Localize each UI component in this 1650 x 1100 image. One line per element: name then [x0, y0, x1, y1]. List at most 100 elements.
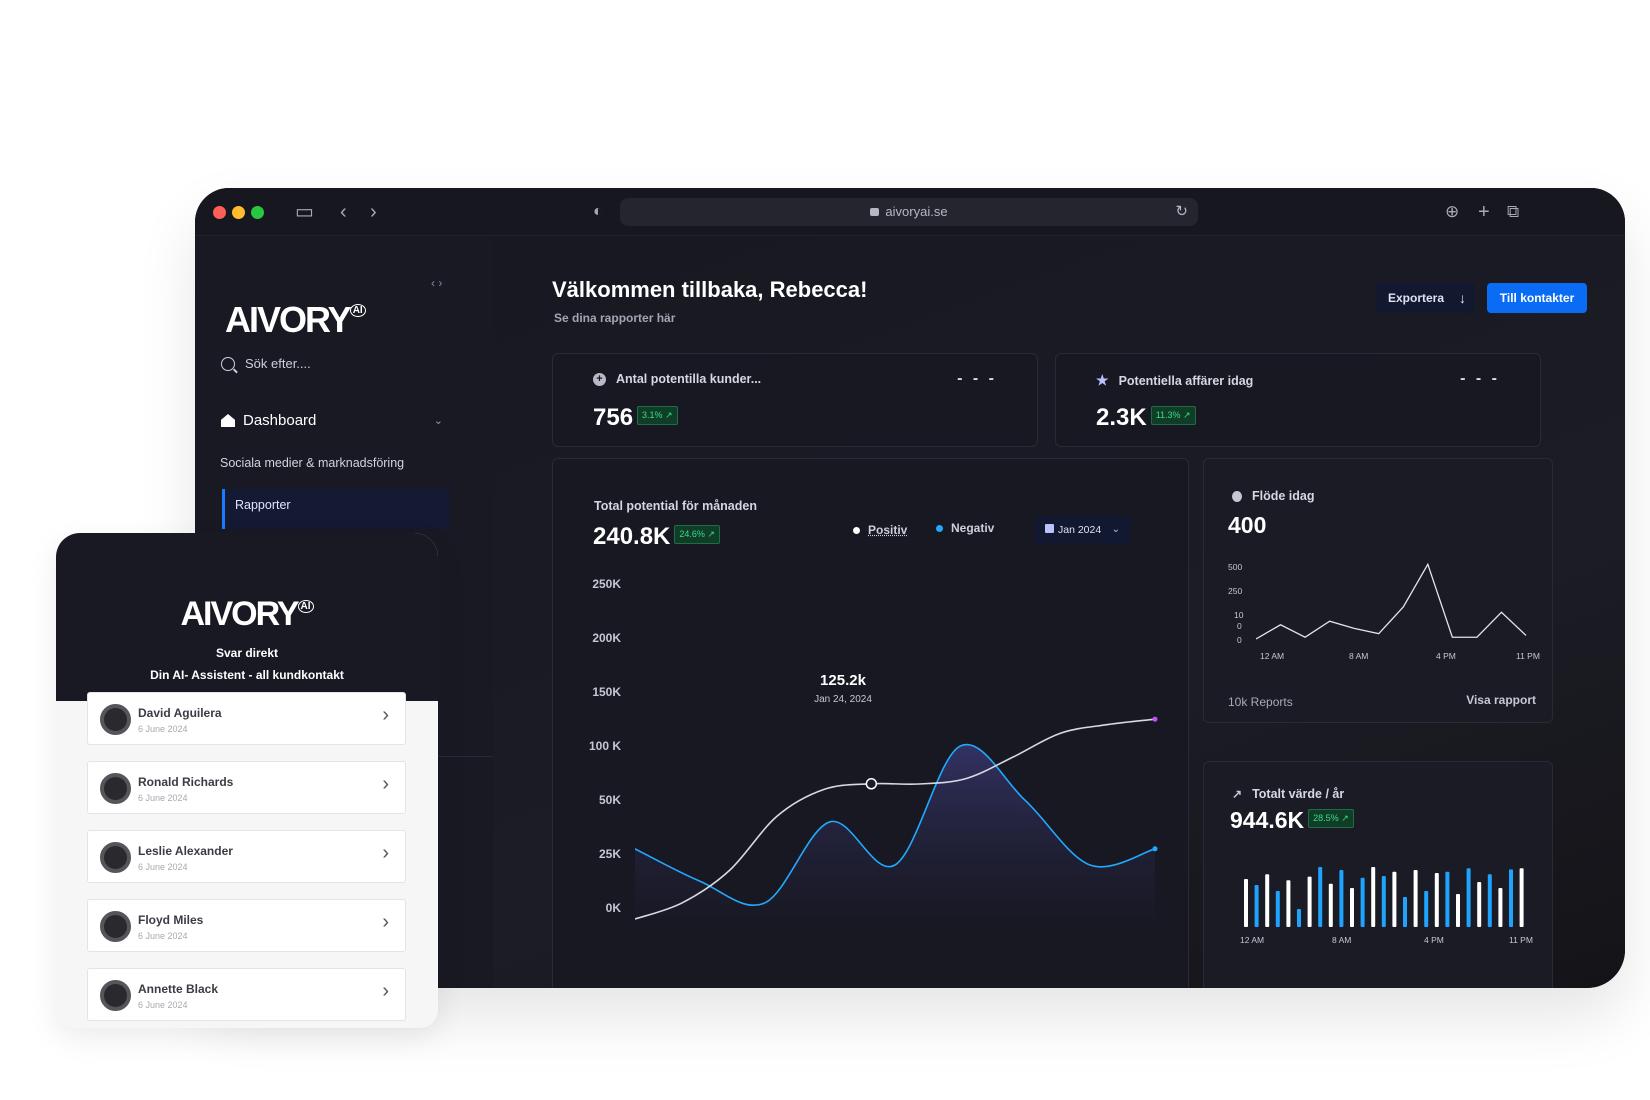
legend-positive[interactable]: Positiv [852, 523, 908, 537]
kpi-label-text: Potentiella affärer idag [1118, 373, 1254, 388]
contacts-button[interactable]: Till kontakter [1487, 283, 1587, 313]
kpi-card-deals: ★ Potentiella affärer idag 2.3K 11.3% ↗ - … [1055, 353, 1541, 447]
reload-icon[interactable]: ↻ [1175, 203, 1188, 220]
chevron-right-icon[interactable]: › [382, 842, 389, 864]
page-title: Välkommen tillbaka, Rebecca! [552, 277, 868, 302]
chevron-right-icon[interactable]: › [382, 911, 389, 933]
phone-description: Din AI- Assistent - all kundkontakt [150, 668, 344, 682]
list-item[interactable]: Ronald Richards 6 June 2024 › [87, 761, 406, 814]
reports-count: 10k Reports [1228, 695, 1293, 709]
phone-brand-logo: AIVORY AI [56, 595, 438, 634]
tabs-overview-icon[interactable]: ⧉ [1507, 202, 1520, 221]
avatar [100, 773, 131, 804]
y-tick-label: 500 [1228, 562, 1243, 572]
x-tick-label: 4 PM [1436, 651, 1456, 661]
back-icon[interactable]: ‹ [340, 201, 347, 223]
lock-icon [870, 208, 880, 216]
total-bar-chart [1244, 867, 1524, 927]
x-tick-label: 8 AM [1332, 935, 1352, 945]
phone-tagline: Svar direkt [215, 646, 279, 660]
more-options-icon[interactable]: - - - [1460, 370, 1500, 387]
forward-icon[interactable]: › [370, 201, 377, 223]
tooltip-value: 125.2k [820, 672, 866, 689]
contact-name: David Aguilera [138, 706, 222, 720]
y-tick-label: 0K [605, 901, 621, 915]
list-item[interactable]: Leslie Alexander 6 June 2024 › [87, 830, 406, 883]
sidebar-toggle-icon[interactable]: ▭ [295, 201, 314, 223]
close-window-icon[interactable] [213, 206, 226, 219]
legend-negative[interactable]: Negativ [935, 521, 995, 535]
kpi-value: 756 3.1% ↗ [593, 404, 678, 432]
card-value: 400 [1228, 512, 1267, 538]
calendar-icon [1045, 524, 1054, 533]
chevron-down-icon[interactable]: ⌄ [433, 415, 443, 427]
y-tick-label: 200K [592, 631, 621, 645]
home-icon [221, 414, 235, 427]
contact-date: 6 June 2024 [138, 862, 188, 872]
phone-header: AIVORY AI Svar direkt Din AI- Assistent -… [56, 533, 438, 701]
view-report-link[interactable]: Visa rapport [1466, 693, 1536, 707]
chart-tooltip: 125.2k Jan 24, 2024 [798, 672, 888, 717]
minimize-window-icon[interactable] [232, 206, 245, 219]
card-title-text: Flöde idag [1252, 489, 1315, 503]
shield-icon[interactable]: ◐ [593, 203, 603, 220]
chevron-right-icon[interactable]: › [382, 980, 389, 1002]
sidebar-search[interactable]: Sök efter.... [221, 356, 311, 371]
stopwatch-icon [1232, 490, 1242, 502]
download-icon[interactable]: ⊕ [1445, 202, 1460, 221]
more-options-icon[interactable]: - - - [957, 370, 997, 387]
list-item[interactable]: Annette Black 6 June 2024 › [87, 968, 406, 1021]
tooltip-date: Jan 24, 2024 [814, 694, 872, 705]
positive-series-line [635, 718, 1156, 920]
kpi-label: + Antal potentilla kunder... [593, 372, 761, 386]
list-item[interactable]: David Aguilera 6 June 2024 › [87, 692, 406, 745]
export-button-label: Exportera [1388, 291, 1445, 305]
sidebar-item-rapporter[interactable]: Rapporter [222, 489, 450, 529]
bar [1360, 877, 1365, 927]
bar [1403, 897, 1407, 927]
kpi-value: 2.3K 11.3% ↗ [1096, 404, 1196, 432]
chevron-right-icon[interactable]: › [382, 704, 389, 726]
x-tick-label: 12 AM [1240, 935, 1265, 945]
sidebar-item-label: Dashboard [243, 412, 317, 429]
contact-date: 6 June 2024 [138, 1000, 188, 1010]
bar [1413, 870, 1418, 927]
month-select-value: Jan 2024 [1058, 524, 1102, 536]
card-value-text: 944.6K [1230, 807, 1305, 833]
bar [1424, 891, 1429, 927]
y-tick-label: 25K [598, 847, 621, 861]
y-tick-label: 0 [1237, 621, 1242, 631]
card-title-text: Totalt värde / år [1252, 787, 1345, 801]
x-tick-label: 11 PM [1509, 935, 1533, 945]
month-select[interactable]: Jan 2024 ⌄ [1035, 516, 1130, 544]
y-tick-label: 250K [592, 577, 621, 591]
bar [1466, 868, 1471, 927]
bar [1265, 874, 1270, 927]
maximize-window-icon[interactable] [251, 206, 264, 219]
chevron-right-icon[interactable]: › [382, 773, 389, 795]
monthly-potential-chart-card: Total potential för månaden 240.8K 24.6% … [552, 458, 1189, 988]
total-value-card: ↗ Totalt värde / år 944.6K 28.5% ↗ 12 AM 8… [1203, 761, 1553, 988]
search-input[interactable]: Sök efter.... [245, 356, 311, 371]
new-tab-icon[interactable]: + [1478, 201, 1490, 223]
brand-logo: AIVORY AI [225, 299, 366, 341]
arrow-down-icon: ↓ [1459, 290, 1466, 306]
bar [1286, 880, 1291, 927]
address-bar[interactable]: aivoryai.se ↻ [620, 198, 1198, 226]
sidebar-item-dashboard[interactable]: Dashboard ⌄ [221, 412, 443, 429]
chart-title: Total potential för månaden [594, 499, 757, 513]
list-item[interactable]: Floyd Miles 6 June 2024 › [87, 899, 406, 952]
bar [1339, 870, 1344, 927]
main-content: Välkommen tillbaka, Rebecca! Se dina rap… [493, 236, 1625, 988]
bar [1275, 891, 1280, 927]
sidebar-section-label[interactable]: Sociala medier & marknadsföring [220, 456, 405, 470]
collapse-sidebar-icon[interactable]: ‹ › [431, 276, 443, 290]
export-button[interactable]: Exportera ↓ [1376, 283, 1475, 313]
positive-end-point [1152, 716, 1158, 722]
negative-series-line [635, 743, 1156, 906]
bar [1244, 879, 1248, 927]
trend-icon: ↗ [1232, 787, 1243, 801]
y-tick-label: 0 [1237, 635, 1242, 645]
url-text: aivoryai.se [885, 204, 948, 219]
